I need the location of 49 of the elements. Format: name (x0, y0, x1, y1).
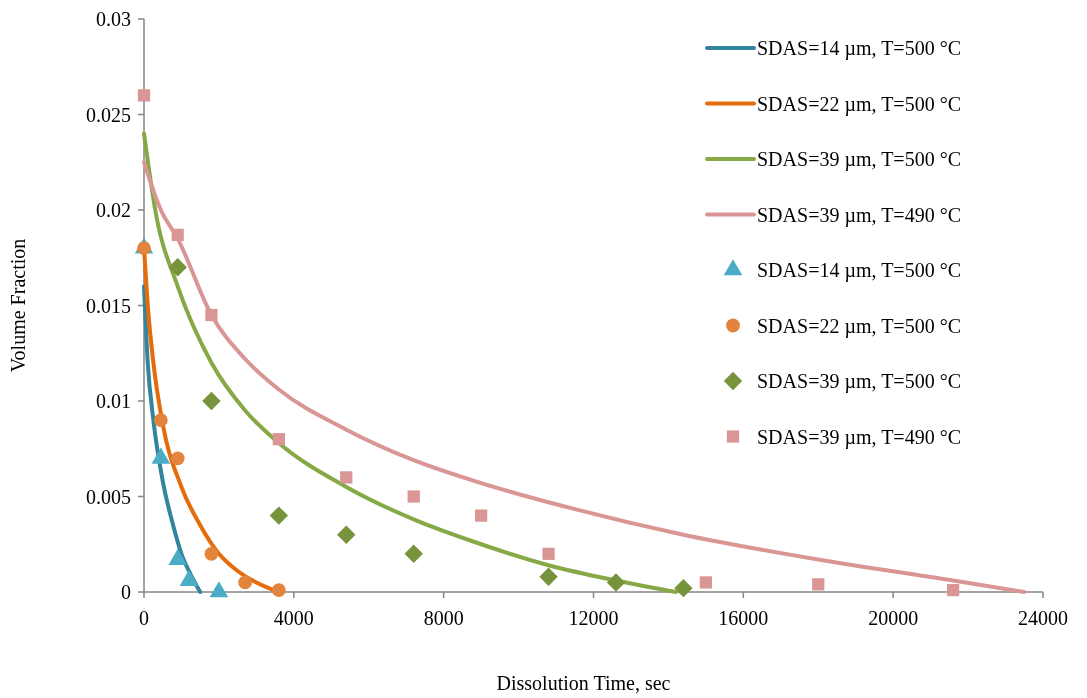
point (404, 544, 423, 563)
legend-label: SDAS=22 µm, T=500 °C (757, 314, 961, 338)
point (812, 578, 825, 591)
x-tick-label: 16000 (718, 607, 769, 629)
point (475, 509, 488, 522)
y-tick-label: 0.03 (96, 8, 131, 30)
point (202, 391, 221, 411)
point (674, 578, 693, 598)
point (238, 575, 253, 590)
point (407, 490, 420, 503)
point (171, 228, 184, 241)
x-tick-label: 20000 (868, 607, 919, 629)
point (542, 547, 555, 560)
x-tick-label: 4000 (273, 607, 314, 629)
point (271, 583, 286, 597)
x-axis-title: Dissolution Time, sec (496, 672, 671, 694)
y-tick-label: 0.025 (86, 103, 131, 126)
legend-label: SDAS=39 µm, T=500 °C (757, 370, 961, 393)
point (337, 525, 356, 544)
x-tick-label: 12000 (568, 607, 619, 629)
point (340, 471, 353, 484)
point (204, 546, 219, 561)
point (205, 308, 218, 322)
x-tick-label: 24000 (1018, 607, 1068, 629)
point (699, 576, 712, 589)
y-tick-label: 0 (121, 581, 131, 603)
x-tick-label: 0 (139, 607, 149, 629)
point (153, 413, 168, 427)
y-tick-label: 0.015 (86, 294, 131, 317)
legend-label: SDAS=14 µm, T=500 °C (757, 259, 961, 282)
point (170, 451, 185, 466)
point (137, 89, 151, 102)
line-series (142, 284, 203, 594)
y-axis-title: Volume Fraction (7, 238, 29, 373)
y-tick-label: 0.005 (86, 485, 131, 508)
point (168, 258, 187, 277)
point (269, 506, 289, 525)
legend-label: SDAS=39 µm, T=500 °C (757, 148, 961, 171)
legend-label: SDAS=22 µm, T=500 °C (757, 92, 961, 116)
point (539, 567, 558, 586)
legend-label: SDAS=14 µm, T=500 °C (757, 37, 961, 60)
legend-label: SDAS=39 µm, T=490 °C (757, 425, 961, 449)
y-tick-label: 0.02 (96, 199, 131, 221)
y-tick-label: 0.01 (96, 390, 131, 412)
x-tick-label: 8000 (423, 607, 464, 629)
point (272, 433, 285, 446)
legend-label: SDAS=39 µm, T=490 °C (757, 203, 961, 227)
point (946, 583, 960, 597)
point (606, 573, 626, 592)
